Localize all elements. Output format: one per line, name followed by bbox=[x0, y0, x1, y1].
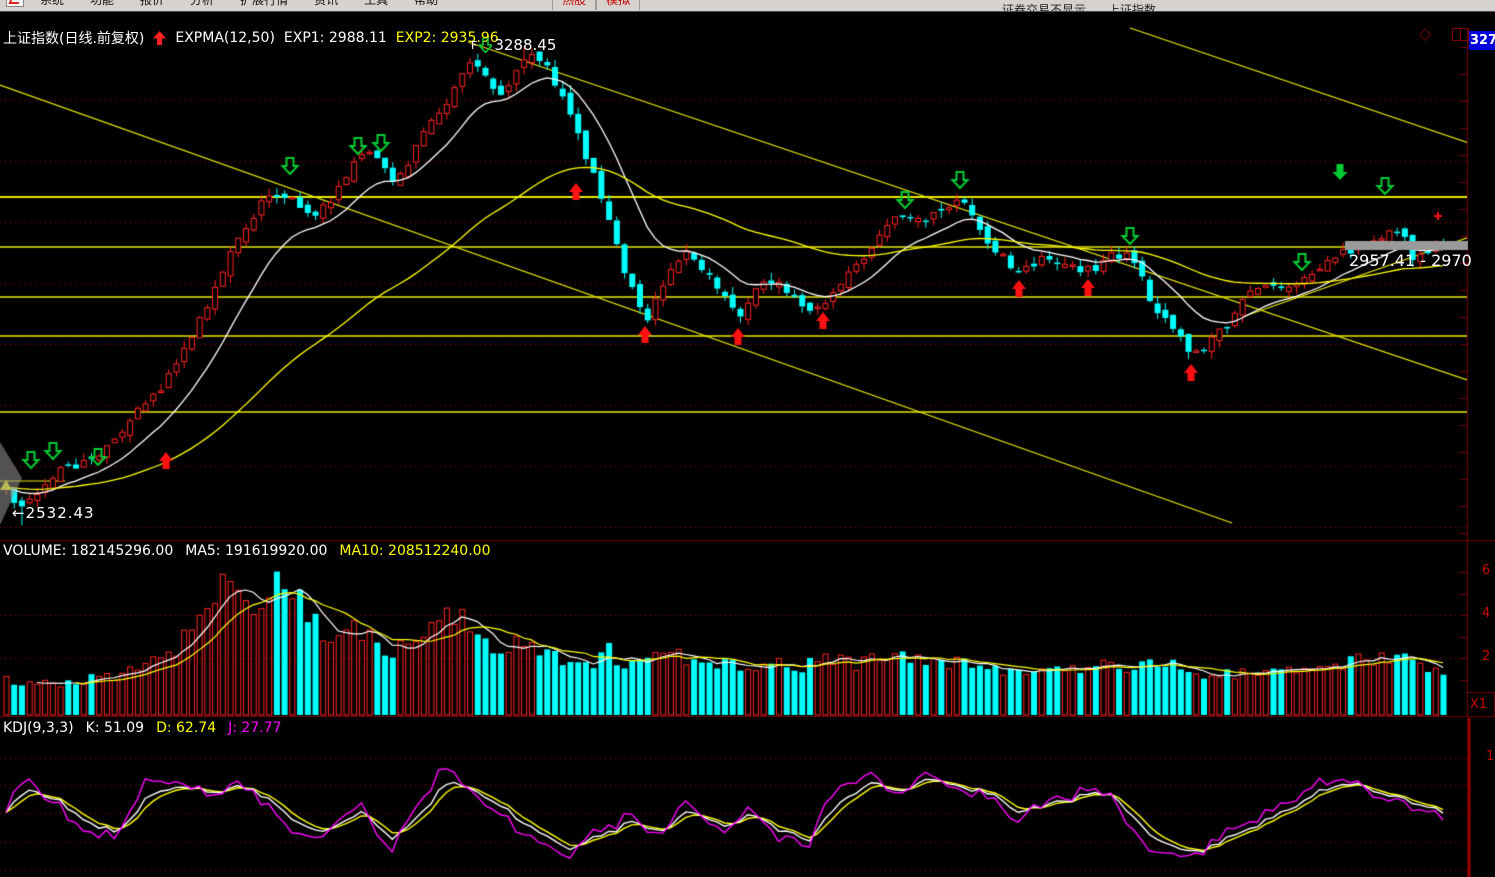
kdj-d-value: D: 62.74 bbox=[156, 720, 217, 736]
split-window-icon[interactable] bbox=[1452, 28, 1469, 41]
high-annotation: F 3288.45 bbox=[471, 36, 556, 54]
current-index-name: 上证指数 bbox=[1108, 3, 1157, 12]
volume-ma5-value: MA5: 191619920.00 bbox=[185, 543, 328, 559]
instrument-title: 上证指数(日线.前复权) bbox=[3, 31, 145, 47]
volume-value: VOLUME: 182145296.00 bbox=[3, 543, 174, 559]
diamond-icon[interactable]: ◇ bbox=[1419, 24, 1432, 43]
menu-extended[interactable]: 扩展行情 bbox=[240, 0, 289, 7]
high-value: 3288.45 bbox=[494, 36, 557, 54]
indicator-name: EXPMA(12,50) bbox=[175, 30, 275, 46]
up-arrow-icon bbox=[153, 31, 167, 45]
menu-analysis[interactable]: 分析 bbox=[190, 0, 215, 7]
menu-bar: 系统 功能 报价 分析 扩展行情 资讯 工具 帮助 热股 模拟 证券交易不显示 上… bbox=[0, 0, 1495, 12]
volume-axis-label-6: 6 bbox=[1482, 563, 1491, 578]
volume-axis-label-2: 2 bbox=[1482, 649, 1491, 664]
menu-right-status: 证券交易不显示 上证指数 bbox=[1002, 0, 1178, 12]
menu-function[interactable]: 功能 bbox=[90, 0, 115, 7]
low-annotation: ←2532.43 bbox=[12, 504, 95, 522]
kdj-axis-label: 1 bbox=[1486, 749, 1495, 764]
menu-hot-stocks[interactable]: 热股 bbox=[552, 0, 597, 10]
app-icon[interactable] bbox=[6, 0, 24, 7]
exp2-value: EXP2: 2935.96 bbox=[395, 30, 499, 46]
menu-news[interactable]: 资讯 bbox=[314, 0, 339, 7]
menu-simulation[interactable]: 模拟 bbox=[596, 0, 641, 10]
menu-quotes[interactable]: 报价 bbox=[140, 0, 165, 7]
range-annotation: 2957.41 - 2970 bbox=[1349, 251, 1472, 270]
kdj-j-value: J: 27.77 bbox=[228, 720, 282, 736]
chart-title-row: 上证指数(日线.前复权) EXPMA(12,50) EXP1: 2988.11 … bbox=[3, 28, 499, 48]
kdj-name: KDJ(9,3,3) bbox=[3, 720, 74, 736]
price-axis-top-label: 327 bbox=[1469, 31, 1495, 50]
trade-status-text: 证券交易不显示 bbox=[1002, 3, 1087, 12]
volume-header: VOLUME: 182145296.00 MA5: 191619920.00 M… bbox=[3, 543, 490, 559]
menu-help[interactable]: 帮助 bbox=[414, 0, 439, 7]
kdj-header: KDJ(9,3,3) K: 51.09 D: 62.74 J: 27.77 bbox=[3, 720, 281, 736]
high-flag: F bbox=[471, 38, 478, 52]
sell-arrow-icon bbox=[479, 37, 493, 53]
volume-axis-label-4: 4 bbox=[1482, 606, 1491, 621]
kdj-k-value: K: 51.09 bbox=[85, 720, 145, 736]
menu-tools[interactable]: 工具 bbox=[364, 0, 389, 7]
volume-ma10-value: MA10: 208512240.00 bbox=[339, 543, 491, 559]
volume-scale-label: X1 bbox=[1470, 697, 1488, 712]
exp1-value: EXP1: 2988.11 bbox=[283, 30, 387, 46]
menu-system[interactable]: 系统 bbox=[40, 0, 65, 7]
